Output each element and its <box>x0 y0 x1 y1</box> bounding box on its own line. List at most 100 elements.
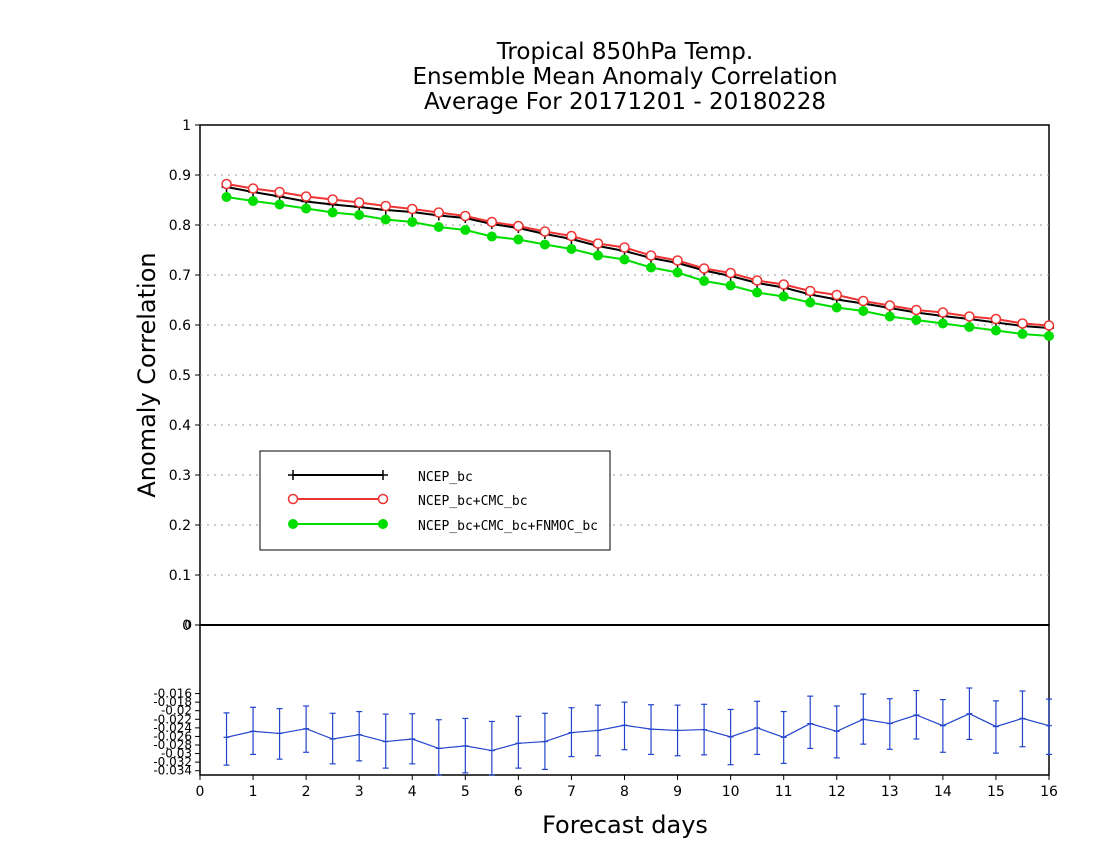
legend-label-ncep-cmc: NCEP_bc+CMC_bc <box>418 494 528 509</box>
chart-title: Tropical 850hPa Temp. Ensemble Mean Anom… <box>412 39 837 115</box>
data-point <box>698 263 710 274</box>
x-tick-label: 13 <box>881 784 899 800</box>
diff-y-tick-label: -0.018 <box>153 695 192 709</box>
title-line-3: Average For 20171201 - 20180228 <box>424 89 826 115</box>
x-tick-label: 15 <box>987 784 1005 800</box>
data-point <box>407 217 418 227</box>
data-point <box>752 287 763 298</box>
diff-y-tick-label: -0.034 <box>153 764 192 778</box>
legend: NCEP_bc NCEP_bc+CMC_bc NCEP_bc+CMC_bc+FN… <box>259 450 611 551</box>
data-point <box>831 302 842 313</box>
y-tick-label: 0.6 <box>169 318 191 334</box>
y-axis-label: Anomaly Correlation <box>133 252 161 497</box>
data-point <box>805 297 816 308</box>
legend-marker <box>288 470 298 480</box>
data-point <box>1017 318 1028 329</box>
data-point <box>592 250 603 261</box>
main-panel: 0 0.1 0.2 0.3 0.4 0.5 0.6 0.7 0.8 0.9 1 <box>169 118 1055 634</box>
data-point <box>937 318 948 329</box>
y-tick-label: 0.1 <box>169 568 191 584</box>
x-tick-label: 10 <box>722 784 740 800</box>
x-tick-label: 6 <box>514 784 523 800</box>
series-3 <box>221 192 1054 341</box>
diff-y-tick-label: -0.032 <box>153 755 192 769</box>
x-tick-label: 12 <box>828 784 846 800</box>
diff-plot-frame <box>199 624 1050 776</box>
diff-y-tick-label: -0.026 <box>153 729 192 743</box>
data-point <box>460 210 471 222</box>
y-tick-label: 0.3 <box>169 468 191 484</box>
x-tick-label: 1 <box>249 784 258 800</box>
data-point <box>407 203 418 215</box>
diff-y-tick-label: -0.028 <box>153 738 192 752</box>
data-point <box>911 315 922 325</box>
difference-panel: -0.034-0.032-0.03-0.028-0.026-0.024-0.02… <box>153 618 1052 778</box>
data-point <box>911 304 922 316</box>
diff-zero-tick-label: 0 <box>184 618 192 632</box>
data-point <box>804 285 816 297</box>
data-point <box>221 192 232 202</box>
data-point <box>353 197 365 208</box>
x-tick-label: 4 <box>408 784 417 800</box>
x-tick-label: 14 <box>934 784 952 800</box>
series-2 <box>221 178 1055 331</box>
data-point <box>513 234 524 245</box>
data-point <box>964 322 975 332</box>
data-point <box>858 295 869 307</box>
difference-line <box>226 713 1050 752</box>
x-tick-label: 11 <box>775 784 793 800</box>
x-tick-label: 3 <box>355 784 364 800</box>
data-point <box>1017 329 1028 339</box>
data-point <box>619 242 630 253</box>
data-point <box>858 306 869 316</box>
y-tick-label: 0.4 <box>169 418 191 434</box>
data-point <box>990 313 1002 325</box>
diff-y-tick-label: -0.016 <box>153 687 192 701</box>
legend-samples <box>287 470 389 529</box>
data-point <box>778 291 789 302</box>
data-point <box>433 222 444 232</box>
data-point <box>725 280 736 291</box>
data-point <box>486 231 497 242</box>
x-tick-label: 9 <box>673 784 682 800</box>
data-point <box>433 207 445 218</box>
legend-marker <box>288 519 298 529</box>
data-point <box>354 210 365 220</box>
diff-y-tick-label: -0.03 <box>161 747 192 761</box>
legend-marker <box>378 470 388 480</box>
data-point <box>725 267 736 279</box>
data-point <box>380 214 391 225</box>
data-point <box>831 289 842 301</box>
data-point <box>539 239 550 250</box>
data-point <box>566 244 577 254</box>
legend-label-ncep-bc: NCEP_bc <box>418 470 473 485</box>
y-tick-label: 0.9 <box>169 168 191 184</box>
diff-y-tick-label: -0.022 <box>153 712 192 726</box>
data-point <box>592 238 604 249</box>
data-point <box>1044 331 1054 341</box>
legend-marker <box>378 519 388 529</box>
data-point <box>248 196 259 206</box>
diff-y-tick-label: -0.02 <box>161 704 192 718</box>
data-point <box>699 276 710 286</box>
legend-box <box>259 450 611 551</box>
data-point <box>672 267 683 278</box>
y-tick-label: 1 <box>182 118 191 134</box>
x-axis: 0 1 2 3 4 5 6 7 8 9 10 11 12 13 14 15 16 <box>196 775 1058 800</box>
data-point <box>327 194 338 205</box>
x-tick-label: 5 <box>461 784 470 800</box>
legend-label-ncep-cmc-fnmoc: NCEP_bc+CMC_bc+FNMOC_bc <box>418 519 598 534</box>
x-tick-label: 0 <box>196 784 205 800</box>
data-point <box>672 255 683 266</box>
title-line-2: Ensemble Mean Anomaly Correlation <box>412 64 837 90</box>
data-point <box>619 254 630 265</box>
data-point <box>884 300 896 311</box>
difference-series <box>223 687 1052 776</box>
title-line-1: Tropical 850hPa Temp. <box>496 39 753 65</box>
data-point <box>300 191 312 202</box>
data-point <box>247 183 259 194</box>
data-point <box>937 307 949 318</box>
y-tick-label: 0.7 <box>169 268 191 284</box>
data-point <box>1043 320 1055 331</box>
x-tick-label: 8 <box>620 784 629 800</box>
